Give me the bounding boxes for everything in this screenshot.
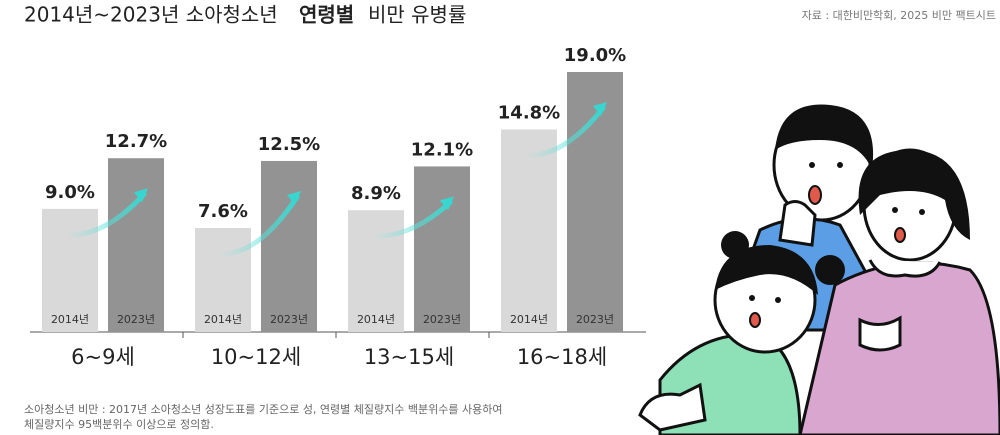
category-label: 16~18세 [517,345,607,369]
source: 자료 : 대한비만학회, 2025 비만 팩트시트 [802,9,996,22]
trend-arrow [522,105,606,158]
trend-arrow [63,191,147,238]
title-part-bold: 연령별 [299,3,354,27]
trend-arrowhead [440,196,454,211]
category-label: 6~9세 [71,345,135,369]
category-label: 10~12세 [211,345,301,369]
trend-arrowhead [593,102,607,116]
bar-year-label: 2014년 [357,313,395,326]
trend-arrow [369,199,453,239]
category-label: 13~15세 [364,345,454,369]
bar-year-label: 2014년 [204,313,242,326]
bar [108,158,164,332]
trend-arrow [216,194,300,257]
value-label: 19.0% [564,45,626,66]
value-label: 7.6% [198,201,248,222]
bar [501,129,557,332]
value-label: 8.9% [351,183,401,204]
title-part: 비만 유병률 [368,3,466,27]
value-label: 9.0% [45,182,95,203]
trend-arrowhead [134,188,148,203]
bar [42,208,98,332]
bar-year-label: 2014년 [51,313,89,326]
bar [261,160,317,332]
bar [195,228,251,332]
illustration [638,104,1000,435]
title-part: 2014년~2023년 소아청소년 [24,3,278,27]
bar-year-label: 2014년 [510,313,548,326]
bar [567,72,623,332]
footnote: 소아청소년 비만 : 2017년 소아청소년 성장도표를 기준으로 성, 연령별… [24,402,502,416]
bar-year-label: 2023년 [270,313,308,326]
value-label: 12.7% [105,131,167,152]
chart: 6~9세 9.0% 2014년 12.7% 2023년 10~12세 7.6% 2014년 12… [30,45,646,369]
bar [348,210,404,332]
bar-year-label: 2023년 [576,313,614,326]
footnote: 체질량지수 95백분위수 이상으로 정의함. [24,418,214,431]
value-label: 14.8% [498,102,560,123]
value-label: 12.5% [258,134,320,155]
bar-year-label: 2023년 [117,313,155,326]
bar-year-label: 2023년 [423,313,461,326]
value-label: 12.1% [411,139,473,160]
bar [414,166,470,332]
trend-arrowhead [287,190,301,205]
